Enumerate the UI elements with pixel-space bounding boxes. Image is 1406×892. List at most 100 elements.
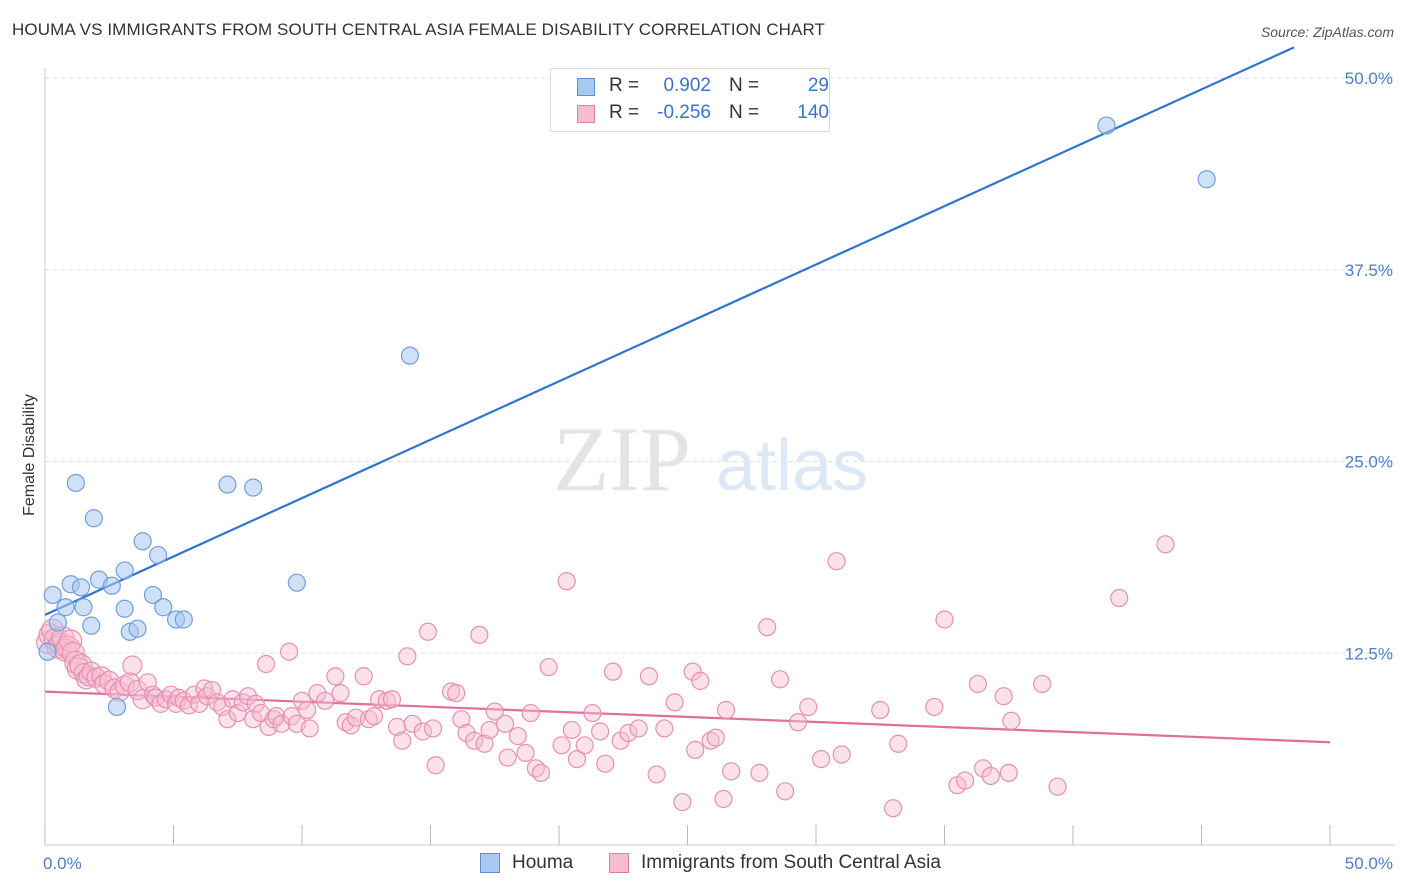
source-credit: Source: ZipAtlas.com bbox=[1260, 24, 1394, 40]
point-immigrants-90 bbox=[465, 731, 484, 750]
point-immigrants-108 bbox=[583, 703, 602, 723]
point-immigrants-129 bbox=[758, 618, 777, 637]
legend-swatch-houma bbox=[577, 78, 595, 96]
grid-lines bbox=[45, 77, 1395, 654]
point-immigrants-117 bbox=[655, 719, 674, 738]
point-immigrants-83 bbox=[418, 622, 438, 641]
point-immigrants-87 bbox=[447, 684, 466, 703]
legend-r-value-immigrants: -0.256 bbox=[657, 102, 711, 123]
point-houma-13 bbox=[115, 599, 134, 618]
point-houma-12 bbox=[107, 697, 127, 717]
point-houma-11 bbox=[102, 576, 121, 595]
point-immigrants-66 bbox=[316, 691, 335, 710]
y-axis-label: Female Disability bbox=[21, 394, 38, 516]
trend-lines bbox=[44, 46, 1331, 744]
trend-line-houma bbox=[44, 46, 1295, 616]
point-immigrants-50 bbox=[238, 687, 258, 706]
y-tick-label-1: 25.0% bbox=[1345, 453, 1393, 472]
point-immigrants-27 bbox=[127, 679, 148, 701]
bottom-legend-label-immigrants: Immigrants from South Central Asia bbox=[641, 852, 941, 873]
point-immigrants-64 bbox=[300, 719, 319, 738]
point-immigrants-82 bbox=[413, 722, 432, 741]
point-immigrants-62 bbox=[292, 691, 312, 710]
point-immigrants-12 bbox=[66, 656, 91, 681]
point-immigrants-147 bbox=[994, 687, 1013, 706]
y-tick-label-0: 12.5% bbox=[1345, 644, 1393, 663]
point-immigrants-84 bbox=[423, 719, 443, 738]
point-immigrants-48 bbox=[228, 703, 247, 723]
point-immigrants-79 bbox=[393, 731, 412, 750]
point-immigrants-122 bbox=[691, 671, 710, 690]
point-immigrants-58 bbox=[272, 714, 291, 733]
point-immigrants-112 bbox=[611, 731, 630, 750]
x-tick-label-0: 0.0% bbox=[43, 854, 82, 873]
point-houma-0 bbox=[38, 642, 57, 661]
legend-n-label: N = bbox=[729, 102, 760, 123]
point-immigrants-118 bbox=[665, 693, 684, 712]
point-immigrants-78 bbox=[387, 717, 407, 736]
point-immigrants-115 bbox=[639, 667, 659, 686]
point-immigrants-93 bbox=[480, 720, 499, 740]
point-immigrants-151 bbox=[1048, 777, 1067, 796]
bottom-legend-swatch-immigrants bbox=[609, 853, 629, 873]
point-immigrants-95 bbox=[495, 714, 515, 733]
point-immigrants-59 bbox=[280, 642, 299, 661]
point-houma-9 bbox=[84, 509, 103, 528]
point-immigrants-145 bbox=[973, 759, 993, 778]
point-immigrants-127 bbox=[722, 762, 741, 781]
point-immigrants-146 bbox=[981, 766, 1000, 786]
point-immigrants-137 bbox=[871, 700, 890, 720]
point-immigrants-92 bbox=[475, 734, 494, 753]
series-immigrants-points bbox=[35, 535, 1175, 818]
point-immigrants-123 bbox=[701, 731, 720, 750]
axes bbox=[44, 68, 1395, 846]
point-immigrants-65 bbox=[308, 684, 327, 703]
point-immigrants-46 bbox=[218, 710, 237, 729]
point-immigrants-94 bbox=[485, 702, 504, 721]
point-immigrants-135 bbox=[827, 552, 846, 571]
legend-n-label: N = bbox=[729, 75, 760, 96]
point-houma-16 bbox=[128, 619, 147, 638]
point-immigrants-97 bbox=[508, 726, 527, 746]
point-immigrants-150 bbox=[1033, 674, 1052, 694]
point-houma-5 bbox=[66, 473, 85, 493]
legend-row-houma: R = 0.902 N = 29 bbox=[577, 75, 829, 101]
point-houma-2 bbox=[48, 613, 67, 632]
point-immigrants-139 bbox=[889, 734, 908, 753]
legend-row-immigrants: R = -0.256 N = 140 bbox=[577, 102, 829, 128]
chart-title: HOUMA VS IMMIGRANTS FROM SOUTH CENTRAL A… bbox=[12, 20, 826, 39]
point-immigrants-13 bbox=[69, 653, 93, 678]
point-immigrants-101 bbox=[531, 763, 551, 783]
point-immigrants-114 bbox=[629, 719, 648, 738]
legend-r-label: R = bbox=[609, 75, 640, 96]
point-houma-3 bbox=[56, 598, 75, 617]
point-immigrants-124 bbox=[706, 728, 725, 747]
point-immigrants-152 bbox=[1110, 588, 1129, 608]
point-immigrants-153 bbox=[1156, 535, 1175, 554]
point-houma-19 bbox=[148, 545, 168, 565]
point-immigrants-121 bbox=[686, 740, 705, 759]
point-immigrants-110 bbox=[596, 754, 615, 773]
point-immigrants-126 bbox=[716, 700, 736, 720]
point-immigrants-88 bbox=[452, 710, 471, 729]
point-immigrants-103 bbox=[552, 736, 571, 755]
legend-n-value-houma: 29 bbox=[807, 75, 829, 96]
trend-line-immigrants bbox=[44, 690, 1331, 744]
point-houma-28 bbox=[1197, 170, 1216, 189]
point-immigrants-36 bbox=[169, 688, 188, 707]
point-immigrants-52 bbox=[246, 694, 265, 713]
point-immigrants-68 bbox=[331, 684, 350, 703]
point-houma-26 bbox=[400, 346, 420, 365]
point-houma-8 bbox=[82, 616, 101, 635]
point-houma-7 bbox=[74, 598, 93, 617]
point-immigrants-69 bbox=[336, 713, 355, 732]
bottom-legend-swatch-houma bbox=[480, 853, 500, 873]
point-immigrants-143 bbox=[955, 771, 975, 790]
point-immigrants-74 bbox=[364, 707, 384, 726]
point-immigrants-99 bbox=[521, 703, 540, 723]
point-immigrants-140 bbox=[925, 697, 944, 717]
point-immigrants-128 bbox=[750, 763, 769, 783]
point-immigrants-148 bbox=[999, 763, 1018, 783]
point-immigrants-98 bbox=[516, 743, 535, 763]
